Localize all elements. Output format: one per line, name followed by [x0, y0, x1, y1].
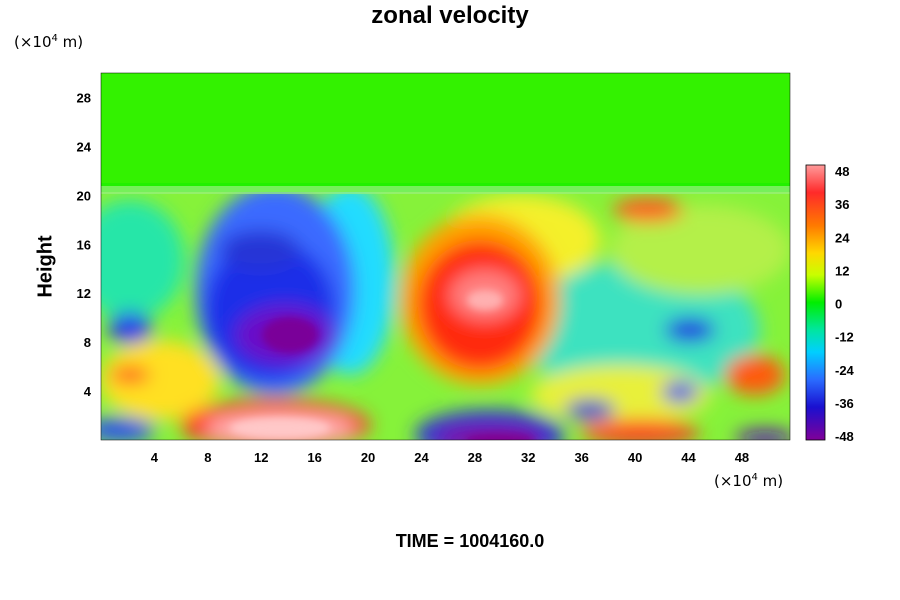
y-tick-label: 28	[77, 90, 91, 105]
colorbar-tick-label: 24	[835, 230, 850, 245]
x-tick-label: 24	[414, 450, 429, 465]
y-tick-label: 4	[84, 384, 92, 399]
colorbar-ticks: 48 36 24 12 0 -12 -24 -36 -48	[835, 164, 855, 444]
colorbar-tick-label: -12	[835, 330, 854, 345]
x-tick-label: 32	[521, 450, 535, 465]
colorbar-tick-label: 12	[835, 263, 849, 278]
x-tick-label: 36	[574, 450, 588, 465]
x-tick-label: 28	[468, 450, 482, 465]
colorbar-tick-label: -36	[835, 396, 854, 411]
contour-field	[101, 73, 790, 440]
y-tick-label: 8	[84, 335, 91, 350]
colorbar-tick-label: -48	[835, 429, 854, 444]
x-tick-label: 12	[254, 450, 268, 465]
x-tick-label: 48	[735, 450, 749, 465]
x-axis-unit: (×104 m)	[714, 472, 784, 490]
colorbar	[805, 164, 826, 441]
y-axis: 4 8 12 16 20 24 28	[77, 90, 92, 399]
x-tick-label: 44	[681, 450, 696, 465]
y-tick-label: 20	[77, 188, 91, 203]
y-tick-label: 16	[77, 237, 91, 252]
x-tick-label: 8	[204, 450, 211, 465]
y-tick-label: 12	[77, 286, 91, 301]
x-tick-label: 4	[151, 450, 159, 465]
time-label: TIME = 1004160.0	[395, 531, 545, 551]
colorbar-tick-label: -24	[835, 363, 855, 378]
colorbar-tick-label: 0	[835, 297, 842, 312]
chart-title: zonal velocity	[371, 2, 529, 29]
y-tick-label: 24	[77, 139, 92, 154]
y-axis-unit: (×104 m)	[14, 33, 84, 51]
x-tick-label: 20	[361, 450, 375, 465]
x-tick-label: 16	[307, 450, 321, 465]
x-axis: 4 8 12 16 20 24 28 32 36 40 44 48	[151, 450, 749, 465]
colorbar-tick-label: 36	[835, 197, 849, 212]
colorbar-tick-label: 48	[835, 164, 849, 179]
x-tick-label: 40	[628, 450, 642, 465]
plot-frame	[100, 72, 791, 441]
